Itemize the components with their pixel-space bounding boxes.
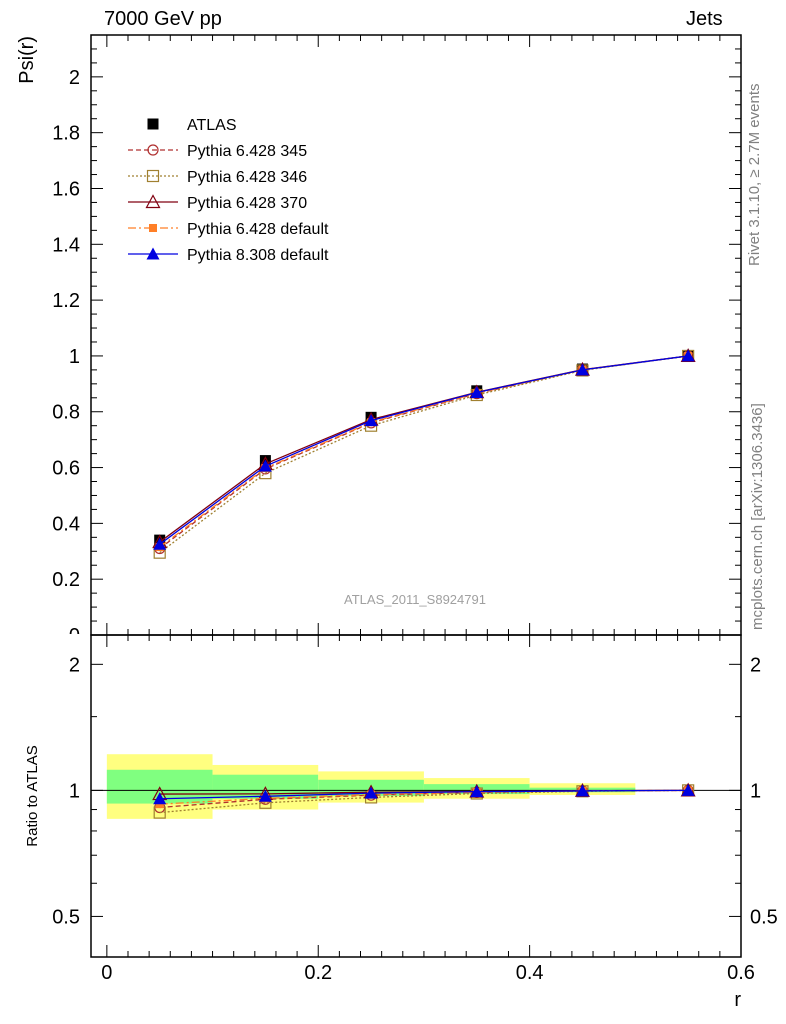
header-process-label: Jets [686,8,723,30]
main-point-pythia-8-308-default [575,363,589,376]
legend-marker-pythia-6-428-370 [145,194,161,209]
main-point-pythia-8-308-default [258,459,272,472]
legend-marker-pythia-6-428-default [149,224,157,232]
ratio-y-axis-title: Ratio to ATLAS [24,745,41,846]
x-axis-title: r [734,989,741,1011]
ratio-point-pythia-8-308-default [575,784,589,797]
ratio-point-pythia-8-308-default [470,785,484,798]
ratio-point-pythia-8-308-default [364,786,378,799]
ratio-line-pythia-8-308-default [159,789,689,800]
legend-marker-pythia-6-428-345 [147,144,159,156]
ratio-point-pythia-8-308-default [153,792,167,805]
ratio-y-tick-label: 0.5 [52,906,80,928]
watermark-label: ATLAS_2011_S8924791 [344,592,486,607]
main-line-pythia-6-428-default [159,355,689,548]
legend-marker-pythia-8-308-default [146,247,160,260]
legend-label-pythia-6-428-default: Pythia 6.428 default [187,221,329,238]
legend-label-atlas: ATLAS [187,117,237,134]
ratio-point-pythia-8-308-default [258,789,272,802]
y-tick-label: 0.8 [52,402,80,424]
y-axis-title: Psi(r) [16,36,38,84]
legend-marker-atlas [147,118,159,130]
ratio-y-tick-label-right: 1 [750,780,761,802]
legend-label-pythia-8-308-default: Pythia 8.308 default [187,247,329,264]
y-tick-label: 0.6 [52,458,80,480]
main-point-pythia-8-308-default [364,414,378,427]
main-line-pythia-6-428-346 [159,355,689,554]
ratio-y-tick-label-right: 2 [750,654,761,676]
y-tick-label: 0.4 [52,513,80,535]
main-point-pythia-8-308-default [681,349,695,362]
ratio-point-pythia-8-308-default [681,783,695,796]
header-energy-label: 7000 GeV pp [104,8,222,30]
x-tick-label: 0.6 [727,962,755,984]
y-tick-label: 0 [69,625,80,647]
y-tick-label: 0.2 [52,569,80,591]
legend-label-pythia-6-428-345: Pythia 6.428 345 [187,143,307,160]
y-tick-label: 1.2 [52,290,80,312]
x-tick-label: 0.4 [516,962,544,984]
main-point-pythia-8-308-default [153,537,167,550]
legend-marker-pythia-6-428-346 [146,169,160,183]
y-tick-label: 1.4 [52,234,80,256]
y-tick-label: 1.6 [52,178,80,200]
x-tick-label: 0 [101,962,112,984]
y-tick-label: 2 [69,67,80,89]
y-tick-label: 1 [69,346,80,368]
ratio-plot-frame [90,634,742,958]
main-line-pythia-8-308-default [159,355,689,545]
main-point-pythia-8-308-default [470,385,484,398]
y-tick-label: 1.8 [52,123,80,145]
ratio-y-tick-label-right: 0.5 [750,906,778,928]
ratio-y-tick-label: 1 [69,780,80,802]
legend-label-pythia-6-428-346: Pythia 6.428 346 [187,169,307,186]
ratio-y-tick-label: 2 [69,654,80,676]
main-line-pythia-6-428-370 [159,355,689,543]
legend-label-pythia-6-428-370: Pythia 6.428 370 [187,195,307,212]
x-tick-label: 0.2 [304,962,332,984]
main-line-pythia-6-428-345 [159,355,689,550]
